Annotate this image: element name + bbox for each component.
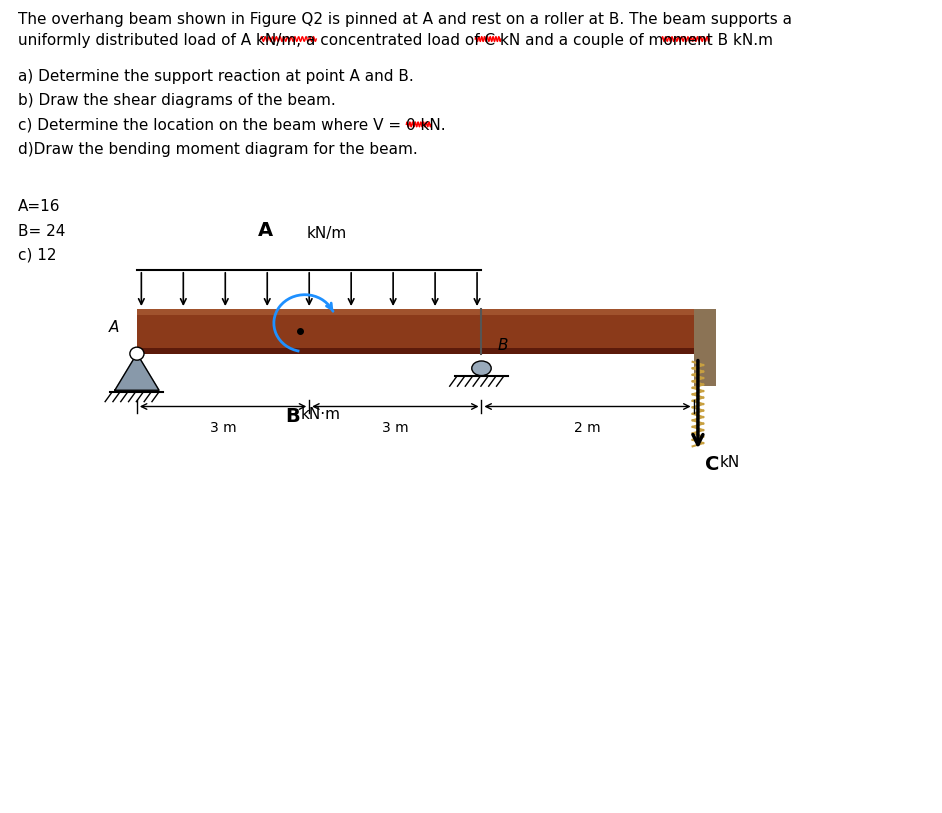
FancyBboxPatch shape xyxy=(481,309,693,354)
Text: uniformly distributed load of A kN/m, a concentrated load of C kN and a couple o: uniformly distributed load of A kN/m, a … xyxy=(18,33,772,47)
Text: C: C xyxy=(705,455,720,474)
Text: A=16: A=16 xyxy=(18,199,60,214)
Text: c) 12: c) 12 xyxy=(18,248,57,263)
Text: c) Determine the location on the beam where V = 0 kN.: c) Determine the location on the beam wh… xyxy=(18,118,446,133)
Circle shape xyxy=(130,347,144,360)
Text: b) Draw the shear diagrams of the beam.: b) Draw the shear diagrams of the beam. xyxy=(18,93,335,108)
Text: A: A xyxy=(109,320,120,335)
FancyBboxPatch shape xyxy=(481,309,693,315)
Ellipse shape xyxy=(472,361,491,376)
FancyBboxPatch shape xyxy=(481,348,693,354)
FancyBboxPatch shape xyxy=(137,348,636,354)
Polygon shape xyxy=(115,354,159,390)
Text: 2 m: 2 m xyxy=(575,421,601,435)
Text: kN/m: kN/m xyxy=(306,227,347,241)
Text: A: A xyxy=(257,221,272,240)
Text: The overhang beam shown in Figure Q2 is pinned at A and rest on a roller at B. T: The overhang beam shown in Figure Q2 is … xyxy=(18,12,791,27)
Text: 3 m: 3 m xyxy=(210,421,236,435)
Text: B: B xyxy=(497,338,508,353)
Text: B= 24: B= 24 xyxy=(18,224,65,238)
Text: a) Determine the support reaction at point A and B.: a) Determine the support reaction at poi… xyxy=(18,69,414,84)
Text: B: B xyxy=(285,406,300,425)
Text: d)Draw the bending moment diagram for the beam.: d)Draw the bending moment diagram for th… xyxy=(18,142,417,157)
FancyBboxPatch shape xyxy=(137,309,636,315)
FancyBboxPatch shape xyxy=(137,309,636,354)
Text: 3 m: 3 m xyxy=(382,421,409,435)
FancyBboxPatch shape xyxy=(693,309,716,386)
Text: kN: kN xyxy=(720,455,740,470)
Text: kN·m: kN·m xyxy=(300,406,340,421)
